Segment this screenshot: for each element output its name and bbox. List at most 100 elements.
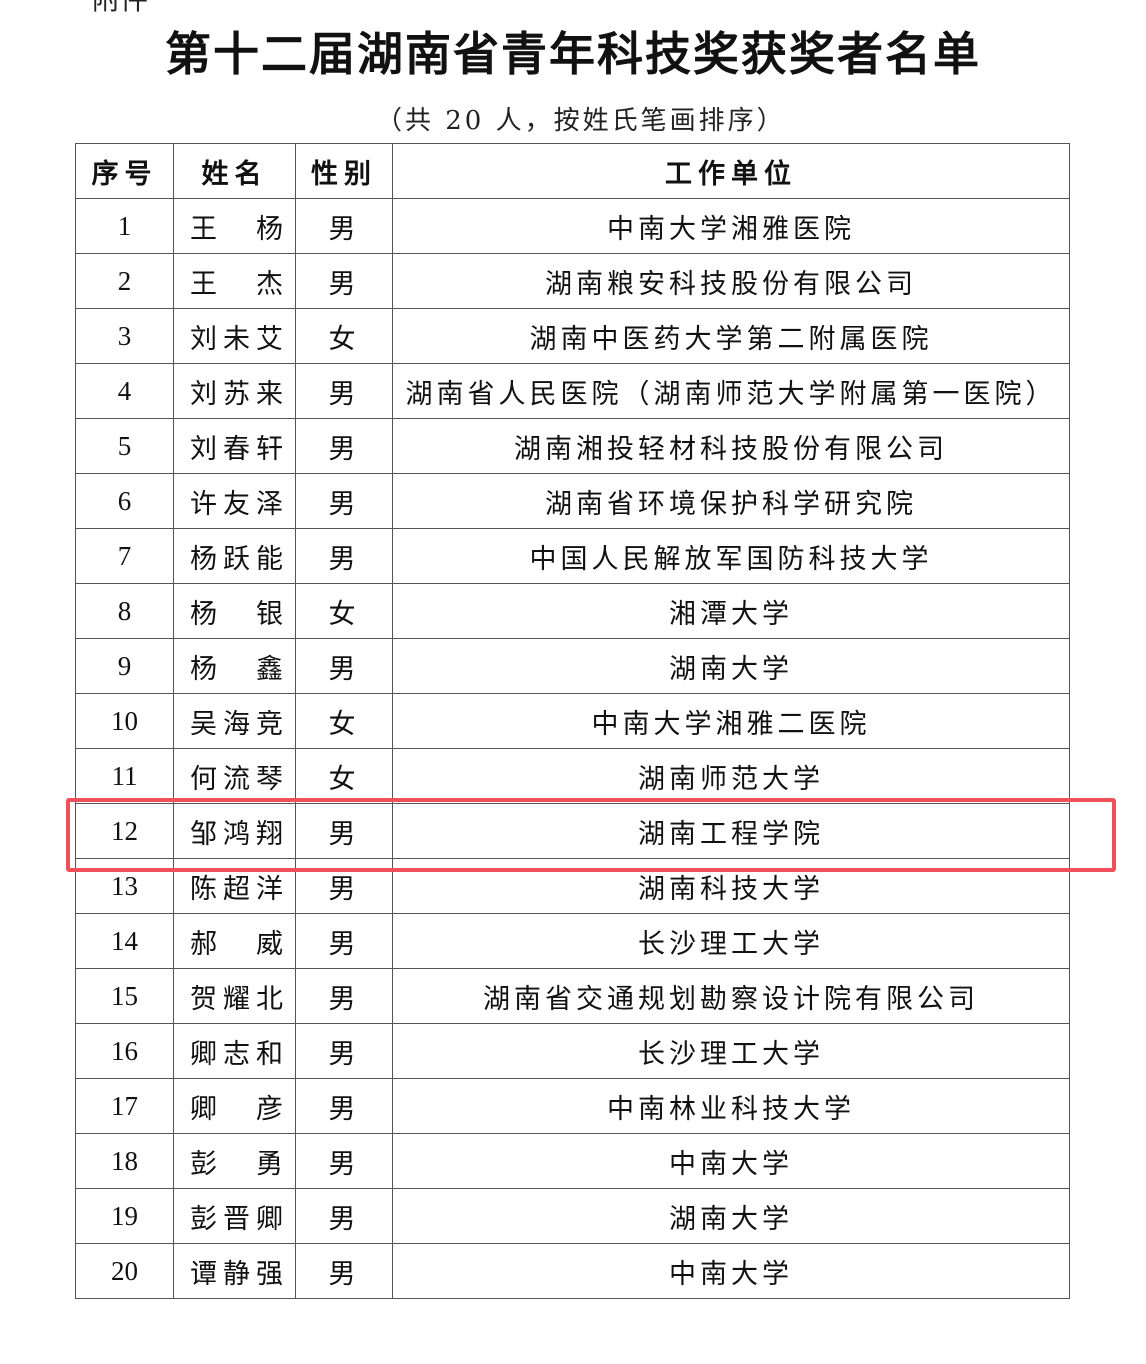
cell-index: 7: [75, 528, 174, 584]
col-header-gender: 性别: [295, 143, 393, 199]
cell-index: 20: [75, 1243, 174, 1299]
cell-gender: 男: [295, 363, 393, 419]
table-row: 15 贺耀北男湖南省交通规划勘察设计院有限公司: [75, 968, 1070, 1024]
col-header-employer: 工作单位: [392, 143, 1070, 199]
cell-index: 4: [75, 363, 174, 419]
table-row: 18 彭 勇男中南大学: [75, 1133, 1070, 1189]
subtitle: （共 20 人，按姓氏笔画排序）: [376, 106, 786, 136]
cell-gender: 男: [295, 418, 393, 474]
cell-gender: 男: [295, 1243, 393, 1299]
cell-gender: 男: [295, 803, 393, 859]
table-row: 4 刘苏来男湖南省人民医院（湖南师范大学附属第一医院）: [75, 363, 1070, 419]
table-row: 7 杨跃能男中国人民解放军国防科技大学: [75, 528, 1070, 584]
cell-name: 邹鸿翔: [173, 803, 296, 859]
cell-gender: 男: [295, 198, 393, 254]
cell-index: 13: [75, 858, 174, 914]
cell-gender: 男: [295, 1078, 393, 1134]
cell-index: 12: [75, 803, 174, 859]
cell-employer: 湖南省交通规划勘察设计院有限公司: [392, 968, 1070, 1024]
cell-name: 郝 威: [173, 913, 296, 969]
cell-employer: 湖南粮安科技股份有限公司: [392, 253, 1070, 309]
cell-employer: 湖南科技大学: [392, 858, 1070, 914]
cell-name: 刘未艾: [173, 308, 296, 364]
cell-index: 11: [75, 748, 174, 804]
table-row: 11 何流琴女湖南师范大学: [75, 748, 1070, 804]
cell-employer: 湖南工程学院: [392, 803, 1070, 859]
cell-index: 15: [75, 968, 174, 1024]
cell-name: 杨 银: [173, 583, 296, 639]
cell-employer: 湖南师范大学: [392, 748, 1070, 804]
cell-gender: 男: [295, 858, 393, 914]
cell-index: 3: [75, 308, 174, 364]
table-row: 12 邹鸿翔男湖南工程学院: [75, 803, 1070, 859]
cell-employer: 中南大学: [392, 1243, 1070, 1299]
table-row: 19 彭晋卿男湖南大学: [75, 1188, 1070, 1244]
cell-employer: 湘潭大学: [392, 583, 1070, 639]
cell-name: 刘春轩: [173, 418, 296, 474]
cell-employer: 中南林业科技大学: [392, 1078, 1070, 1134]
cell-gender: 男: [295, 1023, 393, 1079]
table-row: 17 卿 彦男中南林业科技大学: [75, 1078, 1070, 1134]
cell-employer: 湖南大学: [392, 638, 1070, 694]
cell-employer: 中南大学湘雅二医院: [392, 693, 1070, 749]
cell-index: 6: [75, 473, 174, 529]
cell-employer: 湖南湘投轻材科技股份有限公司: [392, 418, 1070, 474]
cell-employer: 湖南大学: [392, 1188, 1070, 1244]
cell-index: 10: [75, 693, 174, 749]
table-row: 5 刘春轩男湖南湘投轻材科技股份有限公司: [75, 418, 1070, 474]
cell-employer: 长沙理工大学: [392, 1023, 1070, 1079]
cell-name: 许友泽: [173, 473, 296, 529]
table-row: 3 刘未艾女湖南中医药大学第二附属医院: [75, 308, 1070, 364]
cell-name: 杨跃能: [173, 528, 296, 584]
cell-employer: 长沙理工大学: [392, 913, 1070, 969]
cell-index: 8: [75, 583, 174, 639]
cell-gender: 男: [295, 913, 393, 969]
cell-name: 卿 彦: [173, 1078, 296, 1134]
cell-index: 18: [75, 1133, 174, 1189]
table-row: 13 陈超洋男湖南科技大学: [75, 858, 1070, 914]
cell-gender: 男: [295, 1188, 393, 1244]
cell-gender: 女: [295, 583, 393, 639]
cell-gender: 女: [295, 748, 393, 804]
cell-gender: 男: [295, 968, 393, 1024]
cell-index: 9: [75, 638, 174, 694]
cell-index: 1: [75, 198, 174, 254]
cell-index: 2: [75, 253, 174, 309]
attachment-label-cut: 附件: [92, 0, 148, 18]
cell-employer: 湖南省人民医院（湖南师范大学附属第一医院）: [392, 363, 1070, 419]
cell-name: 杨 鑫: [173, 638, 296, 694]
cell-gender: 男: [295, 473, 393, 529]
cell-index: 19: [75, 1188, 174, 1244]
cell-employer: 中南大学: [392, 1133, 1070, 1189]
table-row: 10 吴海竞女中南大学湘雅二医院: [75, 693, 1070, 749]
cell-name: 吴海竞: [173, 693, 296, 749]
table-row: 14 郝 威男长沙理工大学: [75, 913, 1070, 969]
cell-name: 彭晋卿: [173, 1188, 296, 1244]
cell-index: 16: [75, 1023, 174, 1079]
cell-name: 王 杰: [173, 253, 296, 309]
cell-name: 陈超洋: [173, 858, 296, 914]
cell-gender: 男: [295, 253, 393, 309]
cell-gender: 男: [295, 638, 393, 694]
page-title: 第十二届湖南省青年科技奖获奖者名单: [165, 27, 981, 81]
cell-gender: 男: [295, 528, 393, 584]
cell-name: 刘苏来: [173, 363, 296, 419]
cell-employer: 中国人民解放军国防科技大学: [392, 528, 1070, 584]
col-header-index: 序号: [75, 143, 174, 199]
cell-employer: 中南大学湘雅医院: [392, 198, 1070, 254]
cell-name: 贺耀北: [173, 968, 296, 1024]
cell-index: 17: [75, 1078, 174, 1134]
cell-name: 彭 勇: [173, 1133, 296, 1189]
cell-employer: 湖南省环境保护科学研究院: [392, 473, 1070, 529]
table-row: 6 许友泽男湖南省环境保护科学研究院: [75, 473, 1070, 529]
cell-name: 谭静强: [173, 1243, 296, 1299]
cell-employer: 湖南中医药大学第二附属医院: [392, 308, 1070, 364]
col-header-name: 姓名: [173, 143, 296, 199]
cell-name: 何流琴: [173, 748, 296, 804]
cell-name: 卿志和: [173, 1023, 296, 1079]
